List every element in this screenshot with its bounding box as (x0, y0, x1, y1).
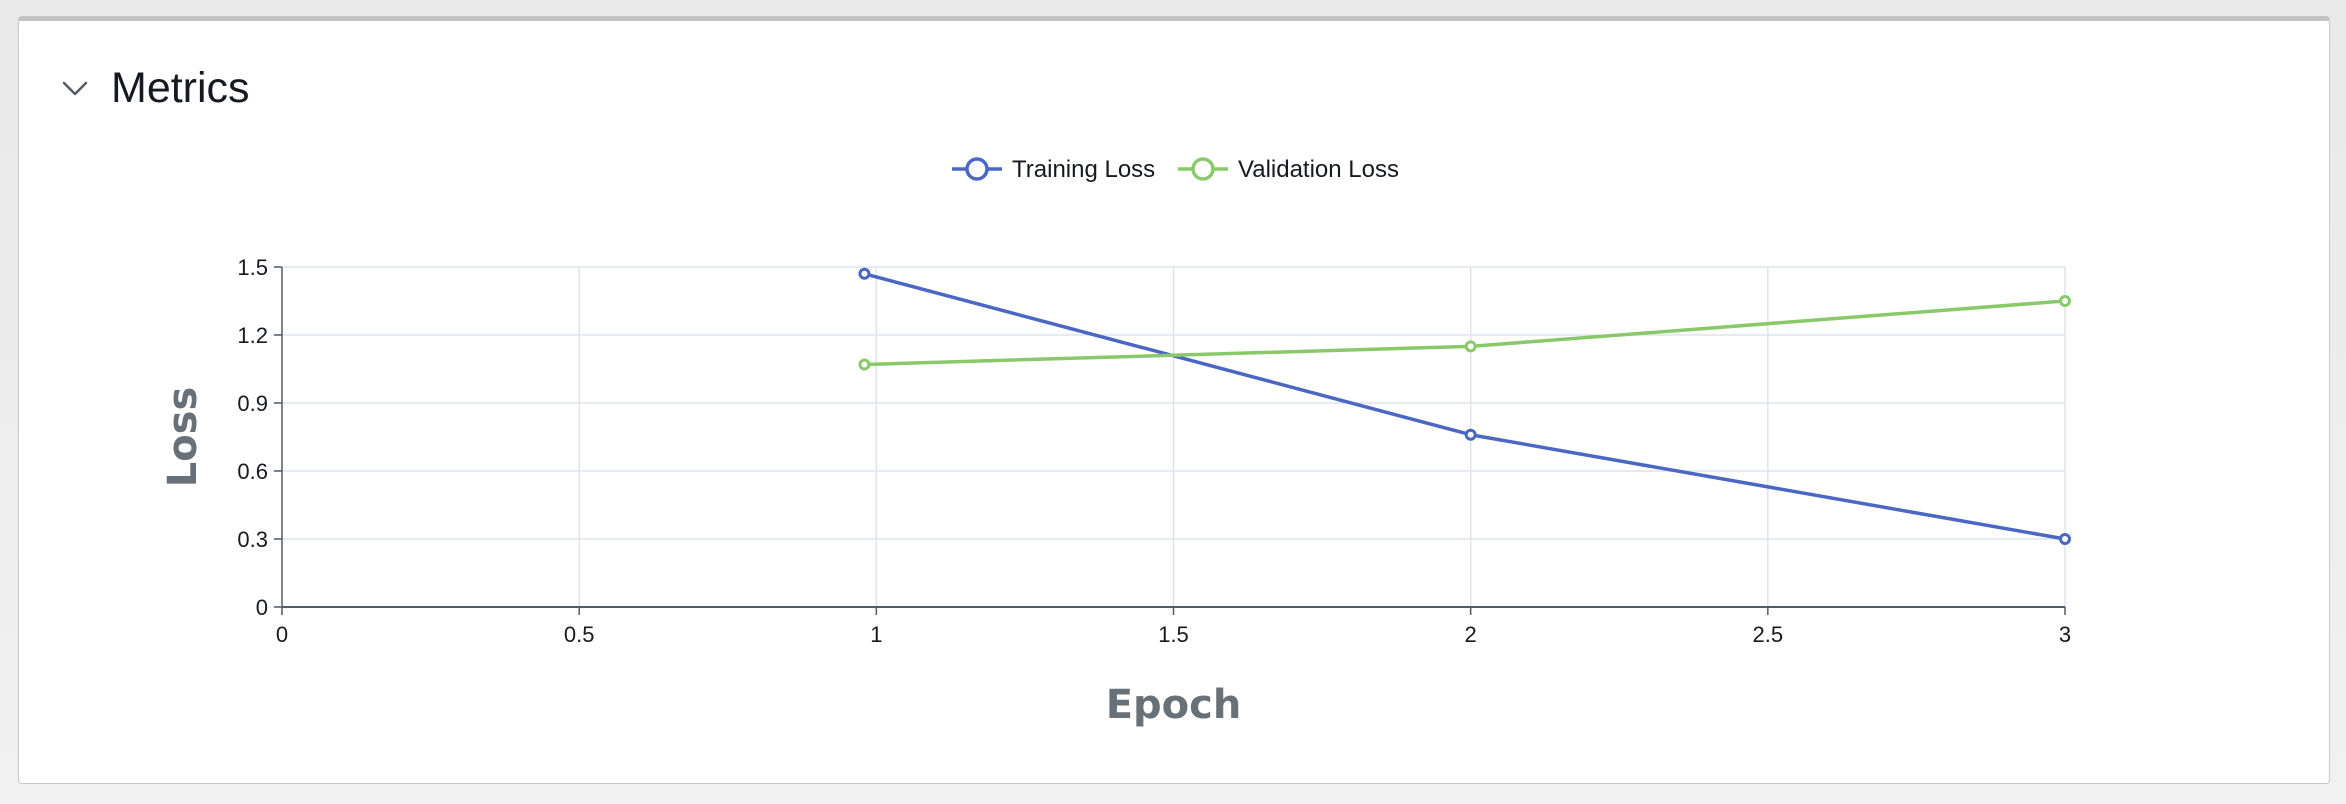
y-axis-title: Loss (160, 387, 206, 488)
legend-marker (965, 157, 989, 181)
data-point (858, 267, 871, 280)
data-point (2059, 295, 2071, 307)
metrics-header[interactable]: Metrics (59, 63, 250, 113)
legend-label: Validation Loss (1238, 156, 1399, 183)
y-tick-label: 1.5 (237, 255, 268, 280)
axes: 0 0.3 0.6 0.9 1.2 1.5 0 0.5 1 1.5 2 2.5 3 (237, 255, 2071, 647)
legend: Training Loss Validation Loss (952, 156, 1399, 183)
data-point (858, 358, 871, 371)
y-tick-label: 0.3 (237, 527, 268, 552)
data-point (1464, 340, 1477, 353)
chevron-down-icon[interactable] (59, 72, 91, 104)
series-line-validation-loss (864, 299, 2066, 367)
x-tick-label: 2.5 (1753, 622, 1784, 647)
grid (282, 266, 2066, 607)
x-tick-label: 3 (2059, 622, 2071, 647)
y-tick-label: 1.2 (237, 323, 268, 348)
section-title: Metrics (111, 63, 250, 112)
y-tick-label: 0.6 (237, 459, 268, 484)
x-tick-label: 2 (1465, 622, 1477, 647)
y-tick-label: 0 (256, 595, 268, 620)
data-point (1464, 428, 1477, 441)
x-tick-label: 1 (870, 622, 882, 647)
legend-label: Training Loss (1012, 156, 1155, 183)
x-tick-label: 0.5 (564, 622, 595, 647)
y-tick-label: 0.9 (237, 391, 268, 416)
x-axis-title: Epoch (1106, 682, 1242, 728)
x-tick-label: 0 (276, 622, 288, 647)
series (858, 267, 2071, 545)
legend-marker (1191, 157, 1215, 181)
data-point (2059, 533, 2071, 545)
x-tick-label: 1.5 (1158, 622, 1189, 647)
